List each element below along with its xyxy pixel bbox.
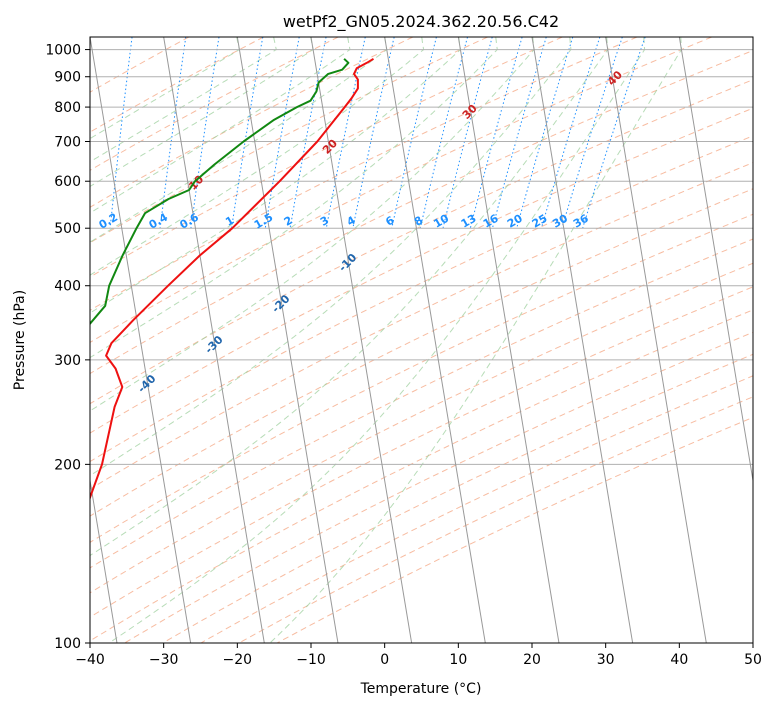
isotherm-line: [163, 37, 265, 643]
plot-area: -100-90-80-70-60-50-40-30-20-10010203040…: [90, 37, 753, 643]
x-tick-label: −20: [223, 652, 253, 668]
dry-adiabats: [90, 37, 753, 643]
isotherm-line: [384, 37, 486, 643]
dry-adiabat-line: [124, 331, 753, 643]
y-tick-label: 300: [54, 353, 81, 369]
isotherm-line: [90, 37, 192, 643]
mixing-ratio-line: [325, 37, 366, 229]
dry-adiabat-line: [90, 135, 753, 463]
y-tick-label: 200: [54, 457, 81, 473]
plot-frame: [89, 36, 754, 644]
y-tick-label: 600: [54, 174, 81, 190]
x-tick-label: −30: [149, 652, 179, 668]
x-tick-label: −40: [75, 652, 105, 668]
moist-adiabat-line: [90, 37, 425, 276]
x-tick-label: 10: [449, 652, 467, 668]
temperature-line: [90, 57, 375, 501]
dry-adiabat-line: [90, 262, 753, 594]
moist-adiabat-line: [90, 37, 351, 214]
x-tick-label: 50: [744, 652, 762, 668]
dry-adiabat-line: [90, 37, 712, 343]
sounding-profiles: [90, 57, 375, 501]
y-axis-label: Pressure (hPa): [12, 290, 28, 390]
mixing-ratio-line: [289, 37, 327, 229]
y-tick-label: 800: [54, 100, 81, 116]
mixing-ratio-line: [582, 37, 646, 229]
dry-adiabat-line: [90, 286, 753, 618]
isobar-gridlines: [90, 49, 753, 643]
x-tick-label: 40: [670, 652, 688, 668]
y-tick-label: 1000: [45, 43, 81, 59]
dry-adiabat-line: [276, 416, 753, 643]
moist-adiabat-line: [90, 37, 609, 557]
dry-adiabat-line: [90, 37, 638, 311]
dry-adiabat-line: [90, 238, 753, 569]
dry-adiabat-line: [90, 49, 753, 375]
dry-adiabat-line: [90, 107, 753, 434]
mixing-ratio-line: [469, 37, 523, 229]
mixing-ratio-line: [492, 37, 547, 229]
mixing-ratio-line: [419, 37, 468, 229]
x-axis-label: Temperature (°C): [360, 681, 482, 697]
isotherm-line: [678, 37, 753, 484]
mixing-ratio-line: [391, 37, 437, 229]
mixing-ratio-line: [159, 37, 187, 229]
x-tick-label: −10: [296, 652, 326, 668]
isotherm-line: [90, 477, 118, 643]
dry-adiabat-line: [90, 309, 753, 642]
isotherm-line: [310, 37, 413, 643]
moist-adiabat-line: [90, 37, 572, 477]
moist-adiabat-line: [90, 37, 461, 314]
mixing-ratio-line: [516, 37, 574, 229]
y-tick-label: 700: [54, 134, 81, 150]
isotherm-line: [236, 37, 339, 643]
y-tick-label: 900: [54, 70, 81, 86]
dry-adiabat-line: [90, 37, 488, 244]
moist-adiabat-line: [90, 37, 535, 412]
x-axis: −40 −30 −20 −10 0 10 20 30 40 50: [75, 643, 762, 668]
y-tick-label: 500: [54, 221, 81, 237]
moist-adiabat-line: [90, 37, 314, 188]
mixing-ratio-line: [540, 37, 601, 229]
y-tick-label: 100: [54, 636, 81, 652]
y-axis: 1000 900 800 700 600 500 400 300 200 100: [45, 43, 90, 652]
moist-adiabats: [90, 37, 682, 643]
dry-adiabat-line: [200, 375, 753, 643]
isotherm-line: [531, 37, 634, 643]
isotherm-line: [457, 37, 560, 643]
moist-adiabat-line: [90, 37, 498, 359]
isotherm-gridlines: [90, 37, 753, 643]
x-tick-label: 30: [597, 652, 615, 668]
y-tick-label: 400: [54, 279, 81, 295]
x-tick-label: 0: [380, 652, 389, 668]
moist-adiabat-line: [108, 37, 646, 643]
dry-adiabat-line: [90, 37, 414, 208]
mixing-ratio-line: [561, 37, 623, 229]
dry-adiabat-line: [238, 396, 753, 643]
isotherm-line: [605, 37, 707, 643]
dry-adiabat-line: [162, 353, 753, 643]
x-tick-label: 20: [523, 652, 541, 668]
chart-title: wetPf2_GN05.2024.362.20.56.C42: [283, 12, 559, 32]
dewpoint-line: [90, 58, 350, 326]
